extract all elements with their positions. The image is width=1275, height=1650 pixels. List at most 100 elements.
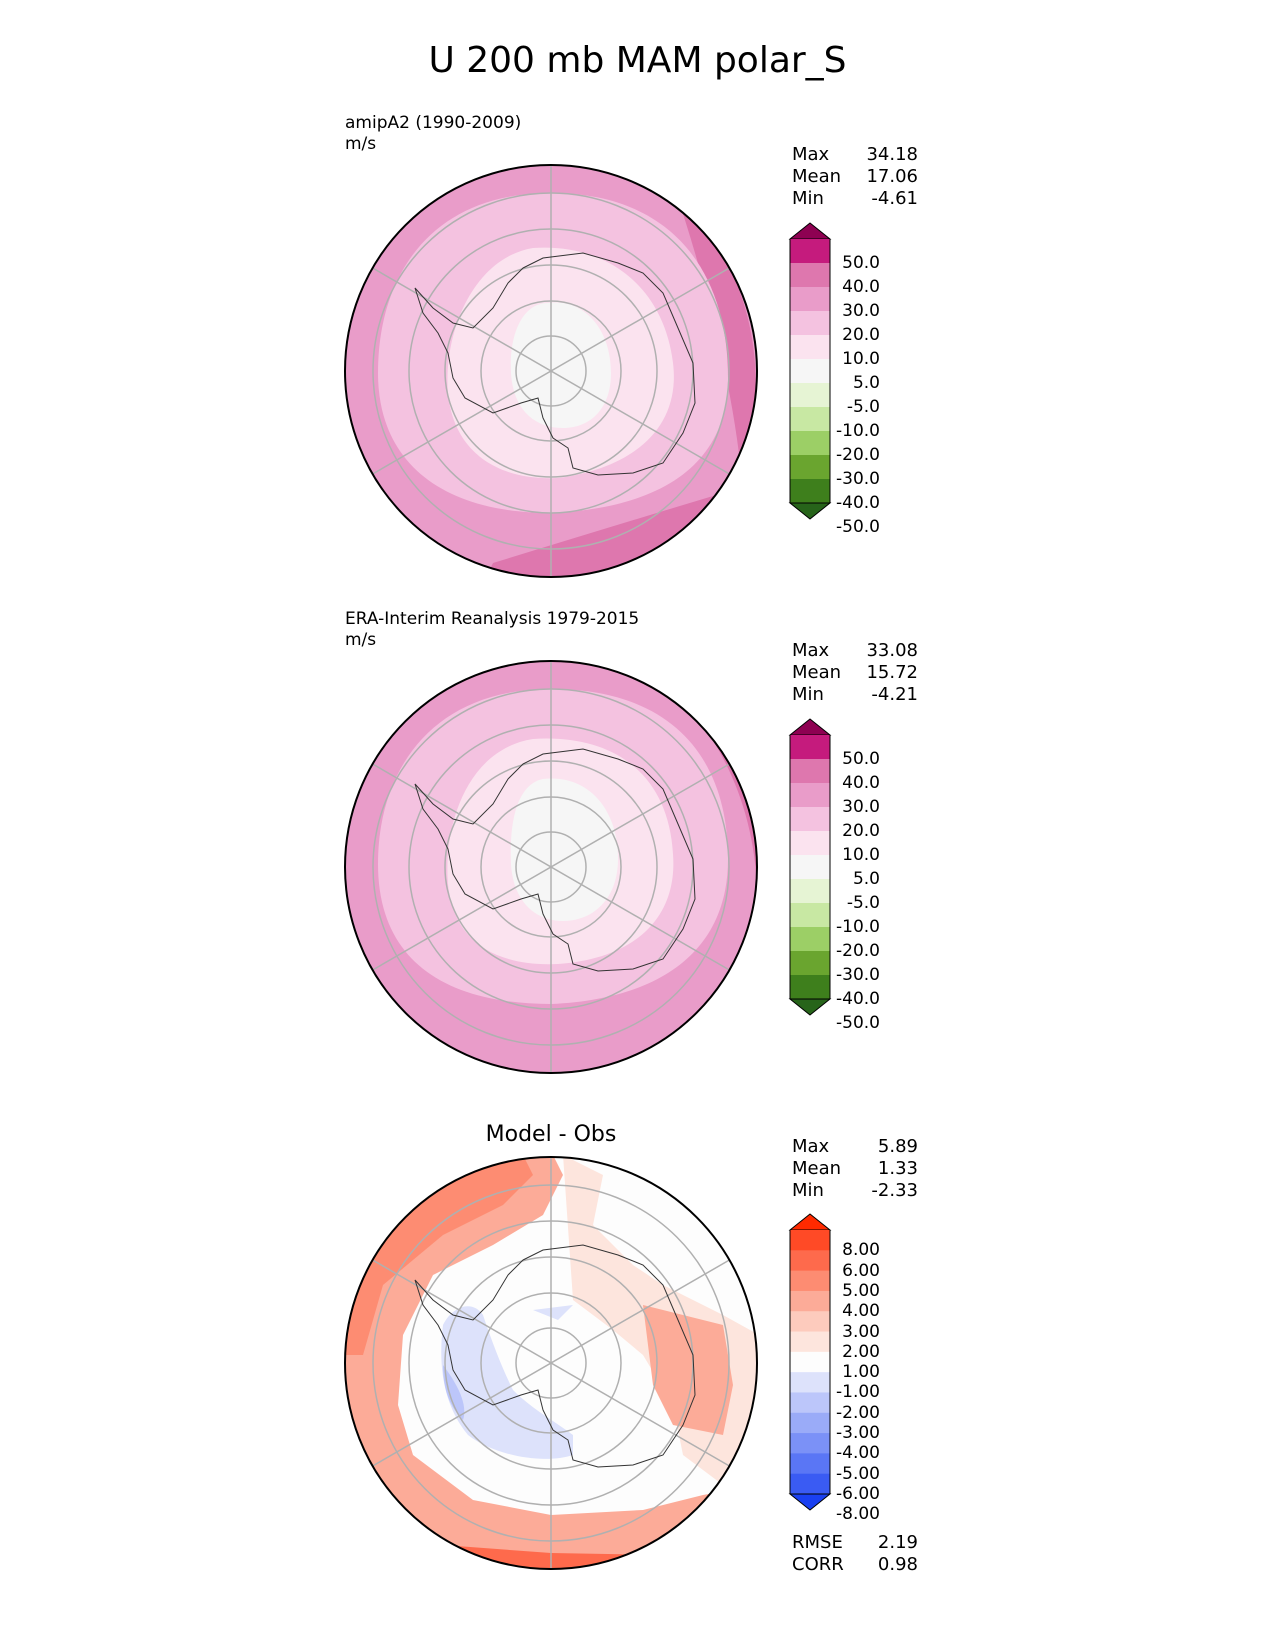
colorbar-tick-label: 40.0 [842, 773, 880, 793]
colorbar-tick-label: -20.0 [836, 941, 880, 961]
stat-max: Max 34.18 [792, 144, 918, 165]
colorbar-tick-label: 6.00 [842, 1260, 880, 1281]
stat-max: Max 33.08 [792, 640, 918, 661]
colorbar-tick-label: -50.0 [836, 1013, 880, 1033]
colorbar-extend-max [788, 222, 832, 240]
stat-mean: Mean 17.06 [792, 166, 918, 187]
panel-3-title: Model - Obs [485, 1122, 617, 1147]
colorbar-swatch [790, 263, 830, 288]
colorbar-extend-max [788, 718, 832, 736]
diff-band-2-3 [345, 1157, 757, 1569]
panel-1-title-line: amipA2 (1990-2009) [345, 113, 522, 133]
colorbar-2-swatches [788, 718, 832, 1016]
polar-map-1 [344, 164, 758, 578]
colorbar-swatch [790, 1250, 830, 1272]
panel-2-stats: Max 33.08 Mean 15.72 Min -4.21 [792, 640, 918, 706]
stat-max: Max 5.89 [792, 1136, 918, 1157]
colorbar-swatch [790, 335, 830, 360]
diff-band-neg1-neg2-core [533, 1305, 573, 1320]
colorbar-tick-label: 20.0 [842, 325, 880, 345]
colorbar-tick-label: 40.0 [842, 277, 880, 297]
panel-2-title-line: ERA-Interim Reanalysis 1979-2015 [345, 609, 640, 629]
colorbar-tick-label: -10.0 [836, 421, 880, 441]
colorbar-swatch [790, 479, 830, 504]
map-boundary [344, 164, 758, 578]
colorbar-tick-label: 50.0 [842, 253, 880, 273]
panel-1-stats: Max 34.18 Mean 17.06 Min -4.61 [792, 144, 918, 210]
colorbar-tick-label: -6.00 [836, 1484, 880, 1504]
colorbar-swatch [790, 735, 830, 760]
colorbar-tick-label: -40.0 [836, 989, 880, 1009]
colorbar-swatch [790, 807, 830, 832]
panel-3-stats: Max 5.89 Mean 1.33 Min -2.33 [792, 1136, 918, 1202]
panel-3-metrics: RMSE 2.19 CORR 0.98 [792, 1532, 918, 1576]
field-band-30-40 [673, 183, 756, 493]
panel-2-title: ERA-Interim Reanalysis 1979-2015 m/s [345, 609, 639, 651]
colorbar-tick-label: -1.00 [836, 1382, 880, 1403]
stat-mean: Mean 15.72 [792, 662, 918, 683]
map-boundary [344, 660, 758, 1074]
colorbar-1-swatches [788, 222, 832, 520]
colorbar-tick-label: -10.0 [836, 917, 880, 937]
colorbar-3-swatches [788, 1213, 832, 1511]
colorbar-tick-label: -4.00 [836, 1443, 880, 1464]
polar-map-3 [344, 1156, 758, 1570]
colorbar-swatch [790, 407, 830, 432]
colorbar-tick-label: 30.0 [842, 797, 880, 817]
colorbar-tick-label: 1.00 [842, 1362, 880, 1383]
colorbar-swatch [790, 311, 830, 336]
field-band-core [510, 778, 618, 921]
colorbar-extend-min [788, 502, 832, 520]
metric-rmse: RMSE 2.19 [792, 1532, 918, 1553]
colorbar-swatch [790, 1372, 830, 1393]
colorbar-swatch [790, 1230, 830, 1251]
figure-title: U 200 mb MAM polar_S [428, 40, 847, 81]
stat-mean: Mean 1.33 [792, 1158, 918, 1179]
stat-min: Min -2.33 [792, 1180, 918, 1201]
colorbar-tick-label: -30.0 [836, 469, 880, 489]
colorbar-swatch [790, 759, 830, 784]
metric-corr: CORR 0.98 [792, 1554, 918, 1575]
polar-map-2 [344, 660, 758, 1074]
colorbar-swatch [790, 1392, 830, 1414]
colorbar-tick-label: -5.0 [846, 397, 880, 417]
colorbar-tick-label: -20.0 [836, 445, 880, 465]
colorbar-swatch [790, 431, 830, 456]
colorbar-tick-label: 50.0 [842, 749, 880, 769]
colorbar-tick-label: -30.0 [836, 965, 880, 985]
diff-band-neg1-neg2 [441, 1306, 573, 1459]
stat-min: Min -4.61 [792, 188, 918, 209]
colorbar-tick-label: -8.00 [836, 1504, 880, 1525]
colorbar-swatch [790, 831, 830, 856]
colorbar-swatch [790, 1473, 830, 1495]
panel-1-title: amipA2 (1990-2009) m/s [345, 113, 521, 155]
colorbar-tick-label: 2.00 [842, 1341, 880, 1362]
colorbar-tick-label: -5.0 [846, 893, 880, 913]
colorbar-extend-min [788, 998, 832, 1016]
colorbar-tick-label: 8.00 [842, 1240, 880, 1261]
colorbar-swatch [790, 1433, 830, 1454]
colorbar-swatch [790, 903, 830, 928]
colorbar-swatch [790, 855, 830, 880]
antarctica-coastline [414, 252, 696, 476]
colorbar-swatch [790, 383, 830, 408]
colorbar-swatch [790, 783, 830, 808]
colorbar-tick-label: 10.0 [842, 349, 880, 369]
colorbar-extend-min [788, 1493, 832, 1511]
panel-1-units: m/s [345, 134, 377, 154]
colorbar-tick-label: 5.0 [852, 869, 880, 889]
colorbar-3: 8.00 6.00 5.00 4.00 3.00 2.00 1.00 -1.00 -2.00 -3… [788, 1213, 910, 1523]
colorbar-tick-label: 5.00 [842, 1280, 880, 1301]
colorbar-swatch [790, 359, 830, 384]
diff-band-2-3-east [643, 1305, 733, 1435]
colorbar-swatch [790, 1311, 830, 1333]
colorbar-swatch [790, 239, 830, 264]
map-boundary [344, 1156, 758, 1570]
colorbar-tick-label: -3.00 [836, 1423, 880, 1444]
colorbar-swatch [790, 1412, 830, 1434]
colorbar-swatch [790, 927, 830, 952]
stat-min: Min -4.21 [792, 684, 918, 705]
colorbar-swatch [790, 879, 830, 904]
colorbar-swatch [790, 1270, 830, 1292]
colorbar-tick-label: 5.0 [852, 373, 880, 393]
